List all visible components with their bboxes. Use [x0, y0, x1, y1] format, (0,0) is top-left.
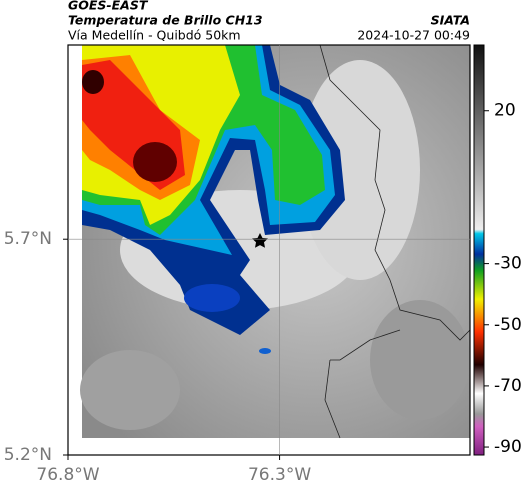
colorbar-tick-label: -90 — [494, 437, 522, 457]
map-frame — [67, 44, 471, 456]
colorbar-tick-label: -70 — [494, 376, 522, 396]
source: SIATA — [431, 13, 470, 28]
colorbar-tick-label: -30 — [494, 254, 522, 274]
subtitle: Temperatura de Brillo CH13 — [68, 13, 263, 28]
y-tick-label: 5.2°N — [4, 445, 52, 465]
colorbar-tick-label: -50 — [494, 315, 522, 335]
colorbar — [473, 44, 485, 456]
location-star — [252, 233, 268, 248]
x-tick-label: 76.3°W — [248, 465, 311, 485]
region: Vía Medellín - Quibdó 50km — [68, 28, 241, 43]
colorbar-tick-label: 20 — [494, 101, 516, 121]
y-tick-label: 5.7°N — [4, 229, 52, 249]
map-imagery — [80, 44, 471, 439]
x-tick-label: 76.8°W — [36, 465, 99, 485]
timestamp: 2024-10-27 00:49 — [357, 28, 470, 43]
title: GOES-EAST — [68, 0, 149, 13]
